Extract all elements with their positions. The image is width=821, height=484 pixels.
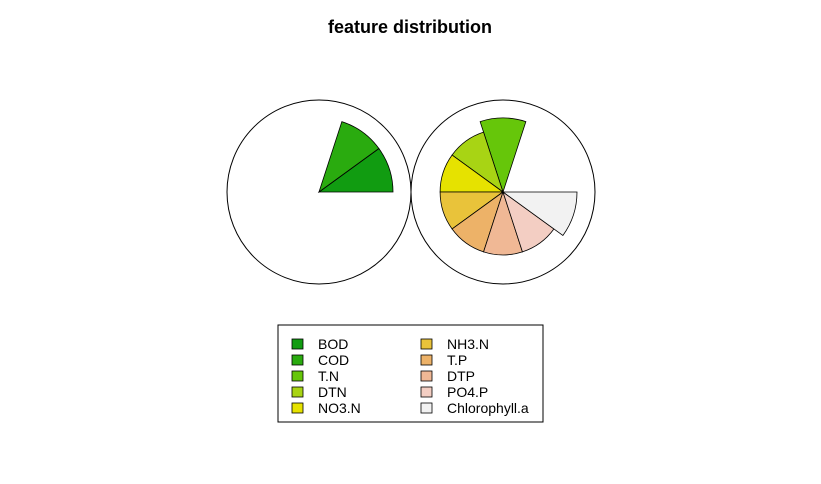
legend-item: Chlorophyll.a — [420, 400, 529, 416]
legend-swatch — [420, 402, 433, 414]
chart-title: feature distribution — [328, 17, 492, 37]
legend-label: T.N — [318, 368, 339, 384]
legend-label: BOD — [318, 336, 348, 352]
legend-label: COD — [318, 352, 349, 368]
legend-label: DTN — [318, 384, 347, 400]
legend-label: NH3.N — [447, 336, 489, 352]
legend-swatch — [291, 354, 304, 366]
legend-swatch — [291, 402, 304, 414]
legend-label: PO4.P — [447, 384, 488, 400]
segment-chlorophyll-a — [501, 191, 578, 237]
star-2 — [410, 99, 596, 285]
legend-swatch — [291, 338, 304, 350]
legend-label: NO3.N — [318, 400, 361, 416]
legend-swatch — [420, 354, 433, 366]
segment-t-n — [479, 117, 527, 194]
legend-label: Chlorophyll.a — [447, 400, 529, 416]
legend-swatch — [291, 370, 304, 382]
legend-swatch — [291, 386, 304, 398]
segment-cod — [318, 121, 380, 194]
legend-label: T.P — [447, 352, 467, 368]
legend-swatch — [420, 386, 433, 398]
legend-item: T.N — [291, 368, 339, 384]
star-1 — [226, 99, 412, 285]
legend-item: DTN — [291, 384, 347, 400]
legend-swatch — [420, 338, 433, 350]
legend-item: DTP — [420, 368, 475, 384]
legend-label: DTP — [447, 368, 475, 384]
legend-item: COD — [291, 352, 349, 368]
legend-swatch — [420, 370, 433, 382]
legend-item: T.P — [420, 352, 467, 368]
stars-group — [226, 99, 596, 285]
legend-box — [277, 324, 544, 423]
legend-item: NH3.N — [420, 336, 489, 352]
star-outline-circle — [410, 99, 596, 285]
legend-item: NO3.N — [291, 400, 361, 416]
legend-item: BOD — [291, 336, 348, 352]
legend-item: PO4.P — [420, 384, 488, 400]
